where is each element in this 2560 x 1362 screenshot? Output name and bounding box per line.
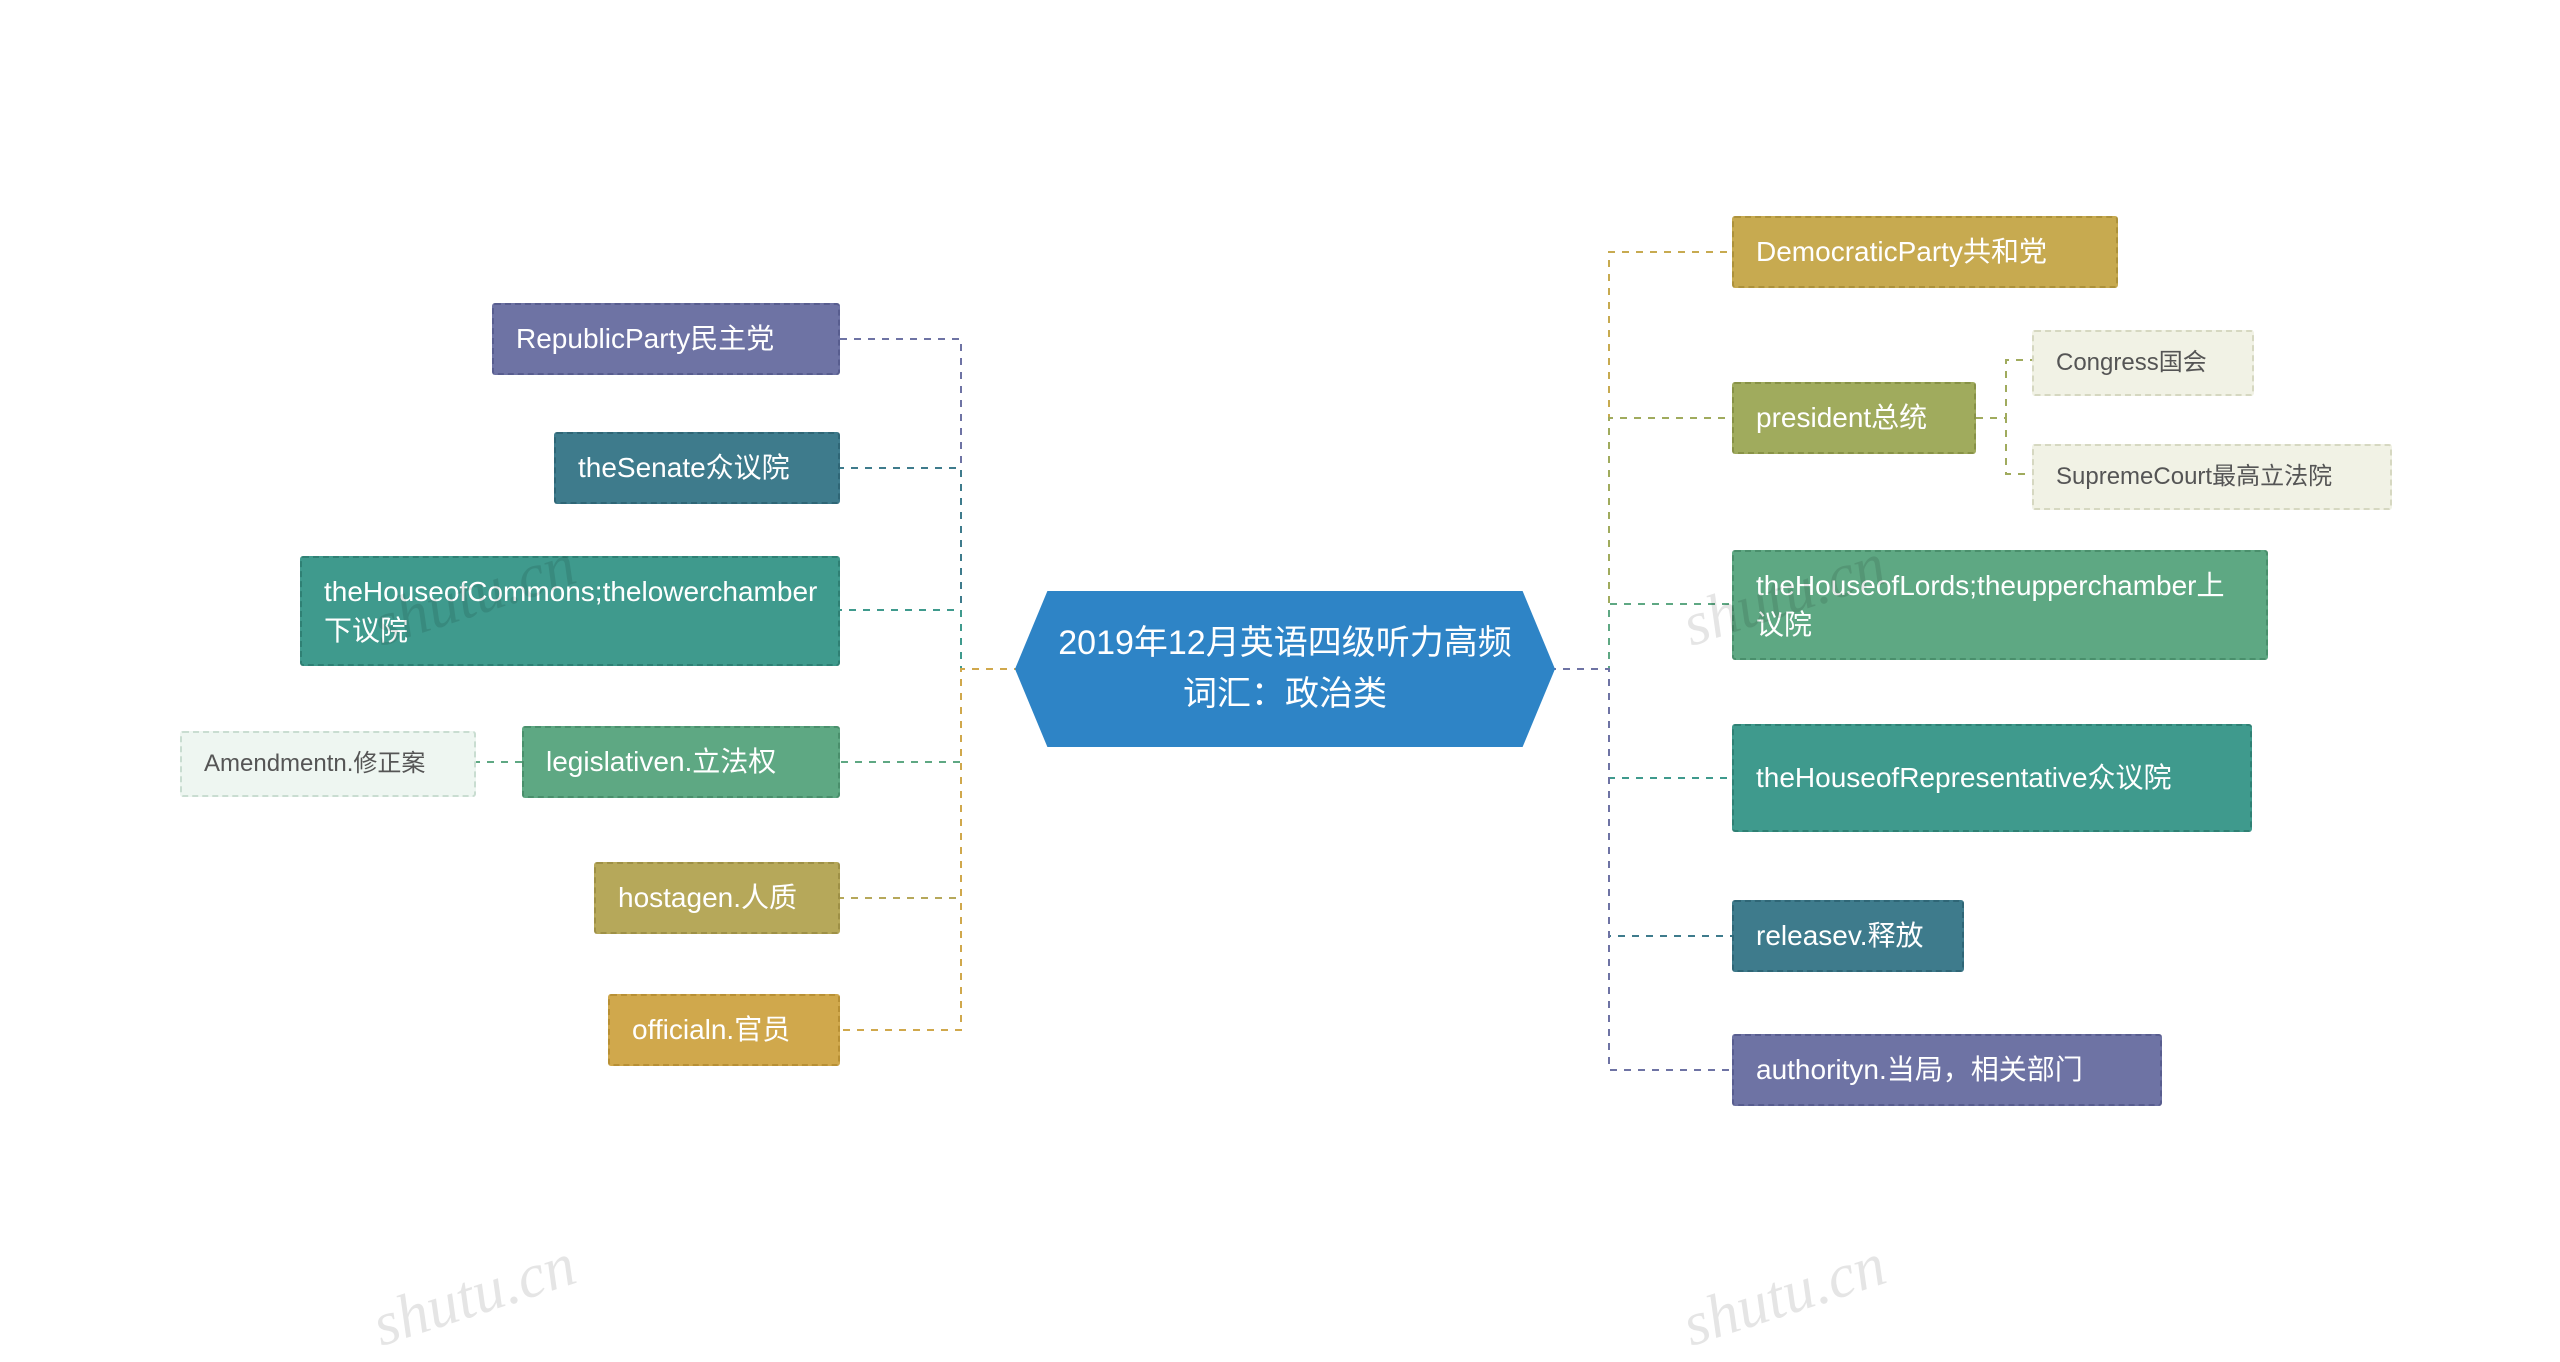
connector <box>1976 418 2032 474</box>
node-label: 2019年12月英语四级听力高频词汇：政治类 <box>1045 618 1525 720</box>
connector <box>1549 252 1732 669</box>
node-label: legislativen.立法权 <box>546 742 776 781</box>
node-label: president总统 <box>1756 398 1927 437</box>
connector <box>840 669 1021 898</box>
node-label: theHouseofRepresentative众议院 <box>1756 758 2172 797</box>
node-label: theHouseofCommons;thelowerchamber下议院 <box>324 572 817 650</box>
node-label: Congress国会 <box>2056 346 2207 380</box>
node-label: releasev.释放 <box>1756 916 1924 955</box>
node-label: theSenate众议院 <box>578 448 790 487</box>
connector <box>1549 604 1732 669</box>
node-label: SupremeCourt最高立法院 <box>2056 460 2332 494</box>
node-label: RepublicParty民主党 <box>516 319 774 358</box>
watermark: shutu.cn <box>1674 1230 1894 1362</box>
connector <box>1549 669 1732 1070</box>
node-label: theHouseofLords;theupperchamber上议院 <box>1756 566 2244 644</box>
node-label: hostagen.人质 <box>618 878 797 917</box>
connector <box>1549 669 1732 778</box>
mindmap-node-l3[interactable]: theHouseofCommons;thelowerchamber下议院 <box>300 556 840 666</box>
connector <box>1549 669 1732 936</box>
connector <box>1549 418 1732 669</box>
mindmap-node-r2b[interactable]: SupremeCourt最高立法院 <box>2032 444 2392 510</box>
mindmap-node-r2a[interactable]: Congress国会 <box>2032 330 2254 396</box>
mindmap-node-r4[interactable]: theHouseofRepresentative众议院 <box>1732 724 2252 832</box>
node-label: officialn.官员 <box>632 1010 790 1049</box>
mindmap-node-r3[interactable]: theHouseofLords;theupperchamber上议院 <box>1732 550 2268 660</box>
connector <box>1976 360 2032 418</box>
mindmap-node-l4[interactable]: legislativen.立法权 <box>522 726 840 798</box>
mindmap-node-l2[interactable]: theSenate众议院 <box>554 432 840 504</box>
node-label: Amendmentn.修正案 <box>204 747 425 781</box>
mindmap-node-l6[interactable]: officialn.官员 <box>608 994 840 1066</box>
node-label: authorityn.当局，相关部门 <box>1756 1050 2083 1089</box>
mindmap-node-l4a[interactable]: Amendmentn.修正案 <box>180 731 476 797</box>
mindmap-node-l5[interactable]: hostagen.人质 <box>594 862 840 934</box>
node-label: DemocraticParty共和党 <box>1756 232 2047 271</box>
connector <box>840 669 1021 762</box>
connector <box>840 610 1021 669</box>
mindmap-node-r5[interactable]: releasev.释放 <box>1732 900 1964 972</box>
mindmap-node-l1[interactable]: RepublicParty民主党 <box>492 303 840 375</box>
connector <box>840 669 1021 1030</box>
mindmap-node-r1[interactable]: DemocraticParty共和党 <box>1732 216 2118 288</box>
connector <box>840 339 1021 669</box>
mindmap-node-root[interactable]: 2019年12月英语四级听力高频词汇：政治类 <box>1015 591 1555 747</box>
watermark: shutu.cn <box>364 1230 584 1362</box>
connector <box>840 468 1021 669</box>
mindmap-node-r6[interactable]: authorityn.当局，相关部门 <box>1732 1034 2162 1106</box>
mindmap-node-r2[interactable]: president总统 <box>1732 382 1976 454</box>
